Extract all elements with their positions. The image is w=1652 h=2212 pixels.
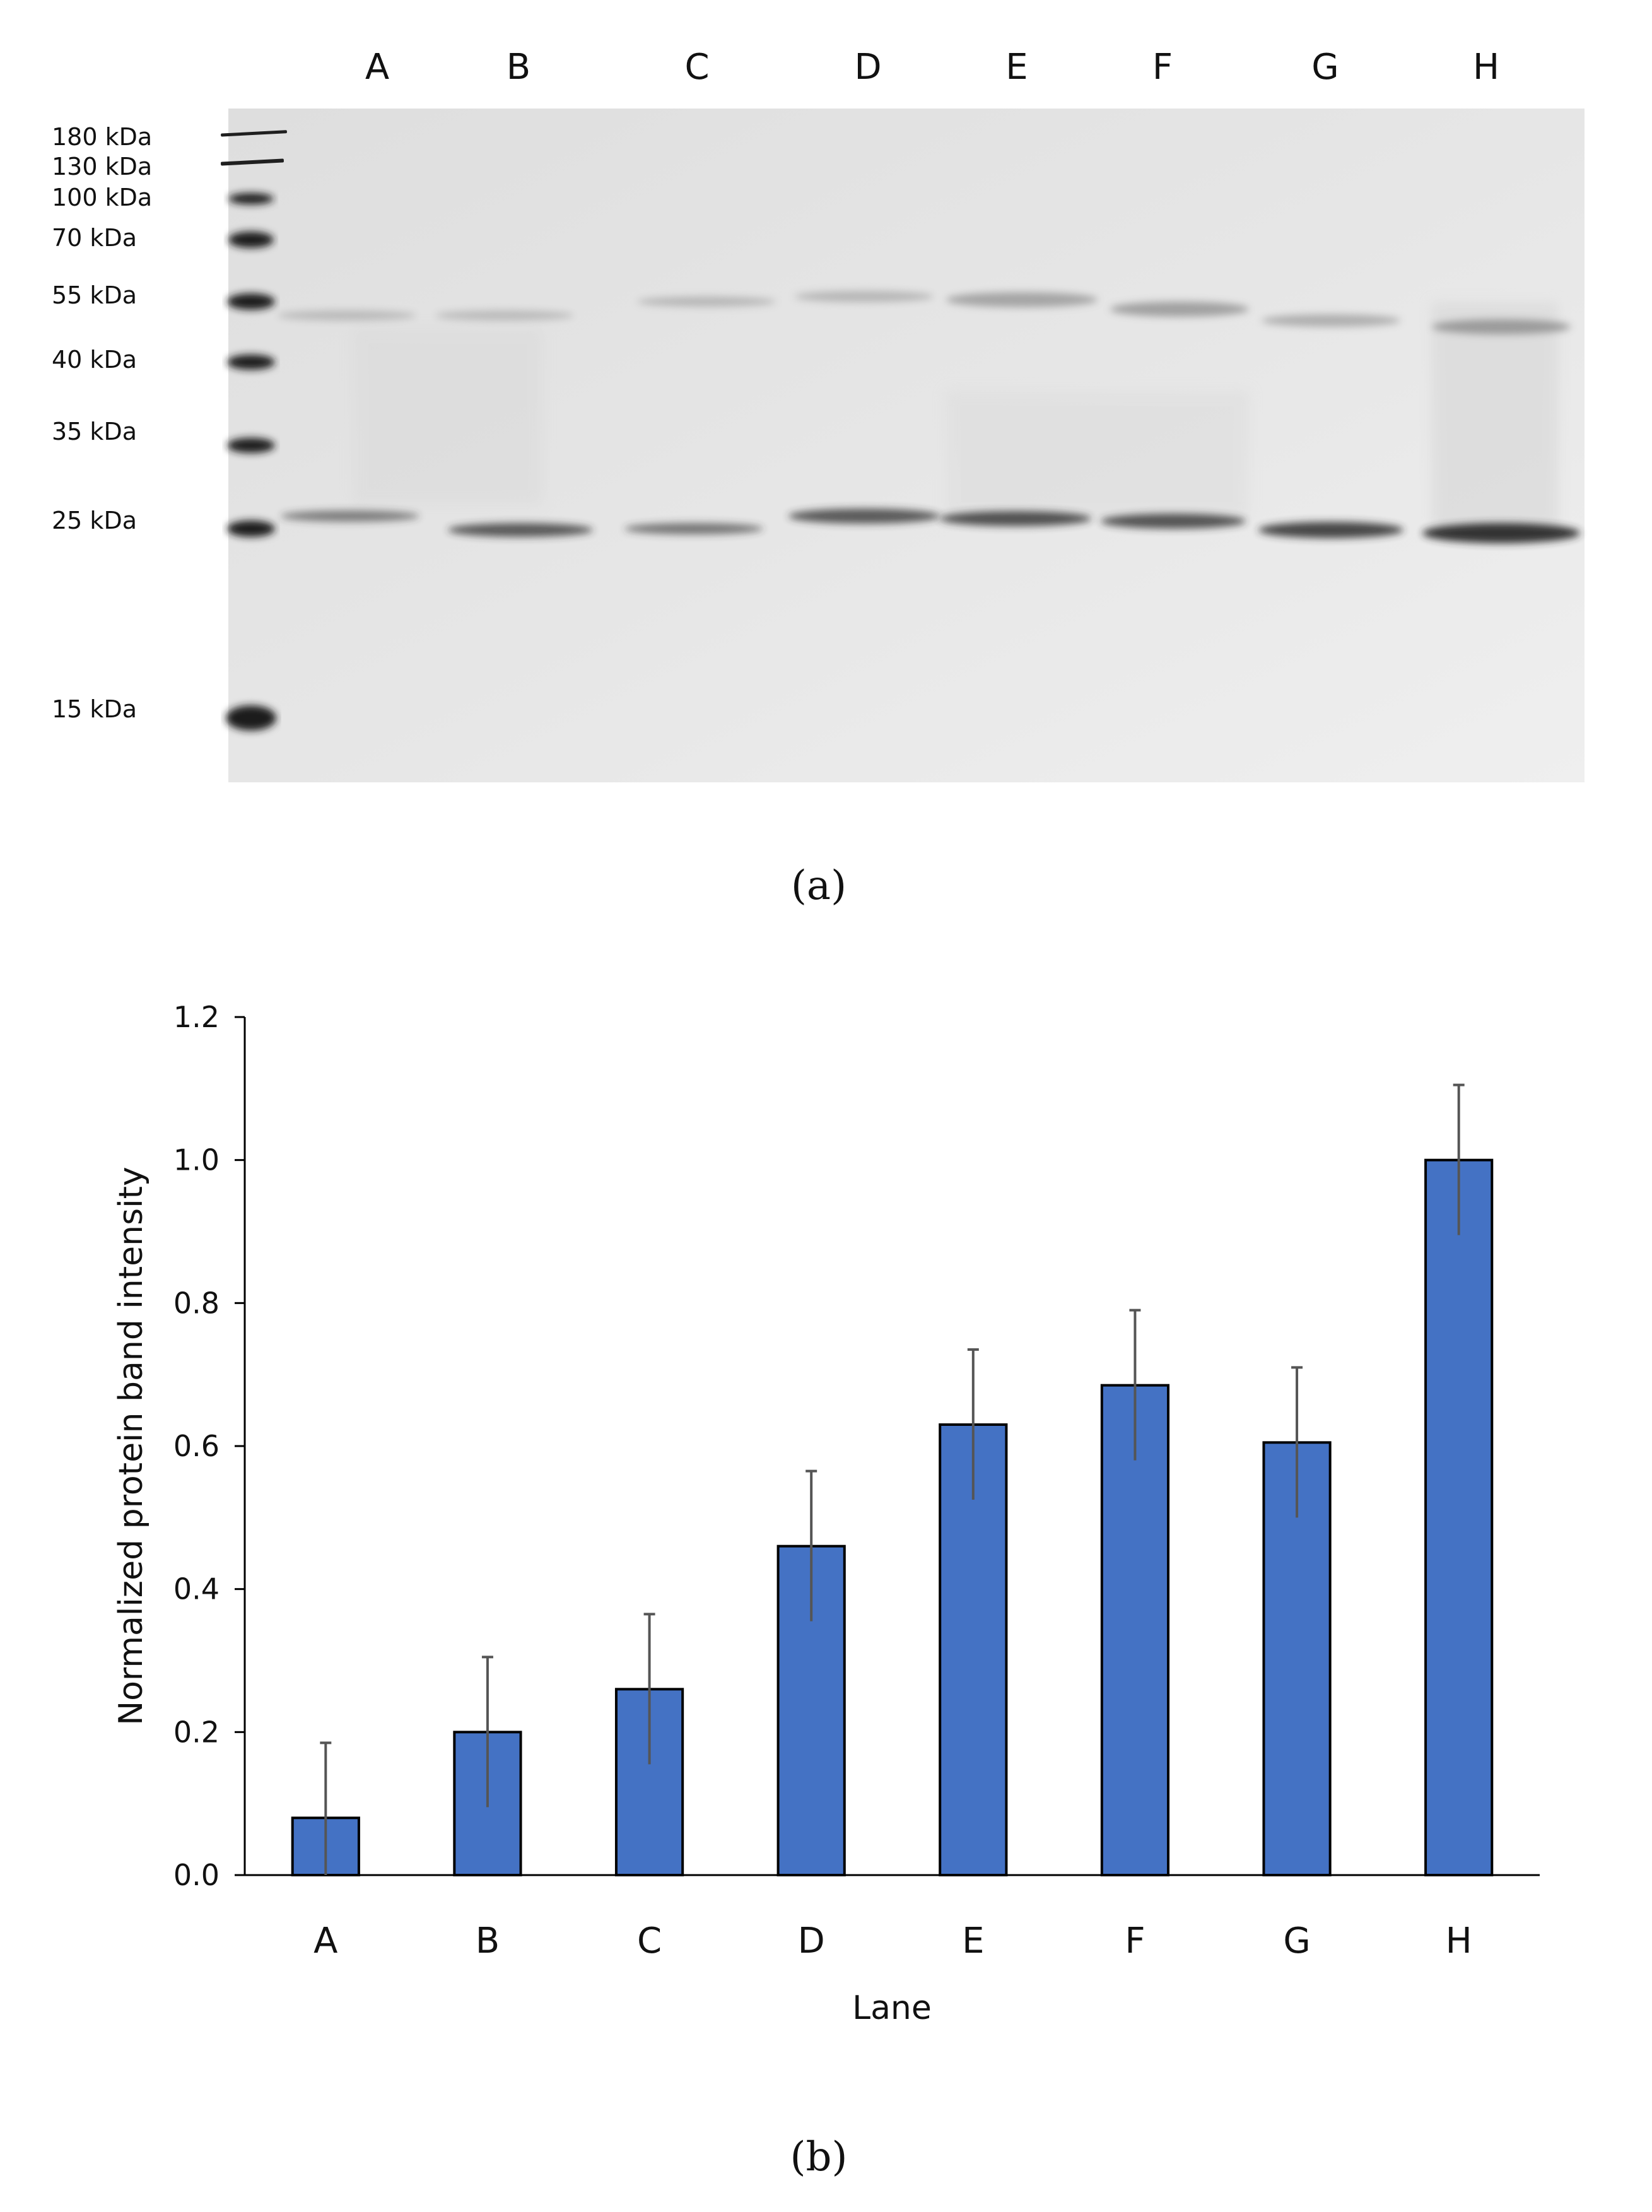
x-tick-label-c: C [637,1921,662,1962]
blot-image [221,109,1585,782]
y-axis-title: Normalized protein band intensity [112,1167,150,1726]
lane-label-e: E [1005,47,1028,88]
lane-label-row: A B C D E F G H [365,47,1499,88]
y-tick-label: 0.2 [173,1715,220,1749]
y-ticks: 0.0 0.2 0.4 0.6 0.8 1.0 1.2 [173,1000,245,1892]
x-tick-label-h: H [1446,1921,1472,1962]
main-bands [281,509,1580,543]
x-tick-label-a: A [313,1921,337,1962]
marker-label-15: 15 kDa [52,695,137,723]
ladder-lane [221,130,287,731]
y-tick-label: 0.0 [173,1858,220,1892]
x-tick-label-b: B [476,1921,500,1962]
marker-label-40: 40 kDa [52,346,137,374]
x-labels: A B C D E F G H [313,1921,1472,1962]
x-tick-label-d: D [798,1921,825,1962]
x-tick-label-e: E [962,1921,984,1962]
marker-label-70: 70 kDa [52,224,137,252]
panel-a-caption: (a) [791,862,847,909]
y-tick-label: 0.4 [173,1572,220,1606]
y-tick-label: 0.6 [173,1429,220,1463]
y-tick-label: 0.8 [173,1286,220,1320]
marker-label-column: 180 kDa 130 kDa 100 kDa 70 kDa 55 kDa 40… [52,123,152,723]
lane-label-a: A [365,47,389,88]
bar-f [1100,1384,1170,1877]
lane-label-h: H [1473,47,1499,88]
panel-b: 0.0 0.2 0.4 0.6 0.8 1.0 1.2 A B C D E F G H Lane Norm… [112,1000,1540,2180]
upper-bands [278,291,1571,334]
bar-h [1424,1158,1494,1876]
x-tick-label-g: G [1283,1921,1310,1962]
y-tick-label: 1.0 [173,1143,220,1177]
marker-label-35: 35 kDa [52,418,137,445]
marker-label-130: 130 kDa [52,153,152,180]
lane-label-f: F [1152,47,1173,88]
x-tick-label-f: F [1125,1921,1145,1962]
lane-label-d: D [854,47,881,88]
bars [291,1083,1494,1877]
x-axis-title: Lane [852,1989,932,2027]
lane-label-b: B [507,47,530,88]
marker-label-180: 180 kDa [52,123,152,151]
panel-a: A B C D E F G H 180 kDa 130 kDa 100 kDa … [52,47,1585,909]
bar-chart: 0.0 0.2 0.4 0.6 0.8 1.0 1.2 A B C D E F G H Lane Norm… [112,1000,1540,2027]
marker-label-25: 25 kDa [52,507,137,534]
lane-label-g: G [1311,47,1339,88]
panel-b-caption: (b) [790,2134,848,2180]
lane-label-c: C [684,47,709,88]
y-tick-label: 1.2 [173,1000,220,1034]
marker-label-55: 55 kDa [52,281,137,309]
marker-label-100: 100 kDa [52,184,152,211]
